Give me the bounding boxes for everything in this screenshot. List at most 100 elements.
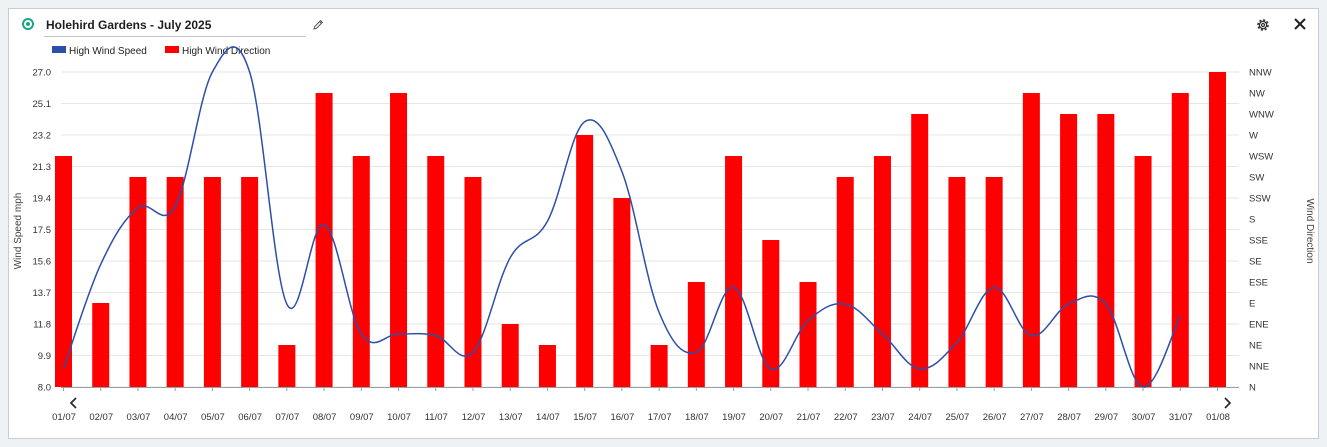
y2-tick-label: N (1249, 383, 1256, 394)
direction-bar (762, 240, 780, 387)
y2-tick-label: NE (1249, 341, 1262, 352)
direction-bar (1097, 114, 1115, 387)
direction-bar (427, 156, 445, 387)
direction-bar (203, 177, 221, 387)
direction-bar (873, 156, 891, 387)
direction-bar (241, 177, 259, 387)
direction-bar (1134, 156, 1152, 387)
x-tick-label: 13/07 (499, 412, 523, 423)
y-tick-label: 9.9 (38, 351, 51, 362)
x-tick-label: 05/07 (201, 412, 225, 423)
y-tick-label: 25.1 (33, 99, 52, 110)
y-tick-label: 19.4 (33, 194, 52, 205)
x-tick-label: 22/07 (834, 412, 858, 423)
direction-bar (911, 114, 929, 387)
x-tick-label: 19/07 (722, 412, 746, 423)
y2-axis-title: Wind Direction (1304, 198, 1315, 263)
y2-tick-label: S (1249, 215, 1255, 226)
direction-bar (985, 177, 1003, 387)
y-axis-title: Wind Speed mph (13, 193, 24, 270)
x-tick-label: 08/07 (313, 412, 337, 423)
x-tick-label: 21/07 (797, 412, 821, 423)
direction-bar (129, 177, 147, 387)
direction-bar (576, 135, 594, 387)
y-axis-right: NNW NW WNW W WSW SW SSW S SSE SE ESE E ENE NE NNE N (1249, 68, 1274, 394)
legend-swatch-direction (165, 46, 179, 53)
direction-bar (92, 303, 110, 387)
x-tick-label: 01/07 (52, 412, 76, 423)
y-tick-label: 17.5 (33, 225, 52, 236)
x-tick-label: 25/07 (946, 412, 970, 423)
x-tick-label: 29/07 (1094, 412, 1118, 423)
direction-bar (948, 177, 966, 387)
y2-tick-label: ESE (1249, 278, 1268, 289)
direction-bar (1022, 93, 1040, 387)
direction-bar (687, 282, 705, 387)
x-tick-label: 04/07 (164, 412, 188, 423)
direction-bar (1209, 72, 1226, 387)
y-tick-label: 21.3 (33, 162, 52, 173)
close-icon[interactable] (1293, 17, 1307, 31)
y-tick-label: 15.6 (33, 257, 52, 268)
chart-title-field[interactable]: Holehird Gardens - July 2025 (44, 17, 306, 37)
x-tick-label: 17/07 (648, 412, 672, 423)
y-tick-label: 11.8 (33, 320, 51, 331)
x-tick-label: 20/07 (759, 412, 783, 423)
x-tick-label: 28/07 (1057, 412, 1081, 423)
x-tick-label: 07/07 (275, 412, 299, 423)
direction-bar (352, 156, 370, 387)
x-tick-label: 11/07 (425, 412, 448, 423)
x-tick-label: 02/07 (89, 412, 113, 423)
y2-tick-label: SSE (1249, 236, 1268, 247)
y2-tick-label: NW (1249, 89, 1265, 100)
x-tick-label: 24/07 (908, 412, 932, 423)
speed-series-line (62, 46, 1181, 388)
scroll-left-button[interactable] (67, 396, 79, 410)
legend-swatch-speed (52, 46, 66, 53)
direction-bars (55, 72, 1226, 387)
y-tick-label: 23.2 (33, 131, 52, 142)
chart-plot: 27.0 25.1 23.2 21.3 19.4 17.5 15.6 13.7 11.8 9.9 8… (13, 46, 1315, 423)
x-tick-label: 16/07 (610, 412, 634, 423)
direction-bar (1060, 114, 1078, 387)
direction-bar (315, 93, 333, 387)
y-tick-label: 8.0 (38, 383, 51, 394)
chevron-left-icon (69, 397, 77, 409)
x-tick-label: 03/07 (127, 412, 151, 423)
direction-bar (725, 156, 743, 387)
direction-bar (836, 177, 854, 387)
x-tick-label: 18/07 (685, 412, 709, 423)
pencil-icon[interactable] (312, 19, 324, 31)
x-axis: 01/07 02/07 03/07 04/07 05/07 06/07 07/07 08/07… (52, 387, 1230, 423)
chart-window: Holehird Gardens - July 2025 High Wind S… (8, 8, 1319, 439)
y-axis-left: 27.0 25.1 23.2 21.3 19.4 17.5 15.6 13.7 11.8 9.9 8… (33, 68, 52, 394)
y2-tick-label: WNW (1249, 110, 1274, 121)
direction-bar (55, 156, 72, 387)
legend-item-speed[interactable]: High Wind Speed (52, 46, 147, 58)
x-tick-label: 26/07 (983, 412, 1007, 423)
x-tick-label: 31/07 (1169, 412, 1193, 423)
y2-tick-label: SE (1249, 257, 1262, 268)
direction-bar (166, 177, 184, 387)
x-tick-label: 09/07 (350, 412, 374, 423)
chevron-right-icon (1224, 397, 1232, 409)
y2-tick-label: SSW (1249, 194, 1271, 205)
x-tick-label: 10/07 (387, 412, 411, 423)
y-tick-label: 27.0 (33, 68, 52, 79)
direction-bar (1171, 93, 1189, 387)
direction-bar (390, 93, 408, 387)
direction-bar (278, 345, 296, 387)
y2-tick-label: WSW (1249, 152, 1273, 163)
x-tick-label: 01/08 (1206, 412, 1230, 423)
y-tick-label: 13.7 (33, 288, 52, 299)
direction-bar (650, 345, 668, 387)
y2-tick-label: SW (1249, 173, 1264, 184)
status-dot-icon (22, 18, 34, 30)
direction-bar (613, 198, 631, 387)
y2-tick-label: W (1249, 131, 1258, 142)
title-bar: Holehird Gardens - July 2025 (9, 9, 1318, 45)
legend-label-speed: High Wind Speed (69, 46, 147, 57)
direction-bar (538, 345, 556, 387)
scroll-right-button[interactable] (1222, 396, 1234, 410)
gear-icon[interactable] (1255, 17, 1271, 33)
